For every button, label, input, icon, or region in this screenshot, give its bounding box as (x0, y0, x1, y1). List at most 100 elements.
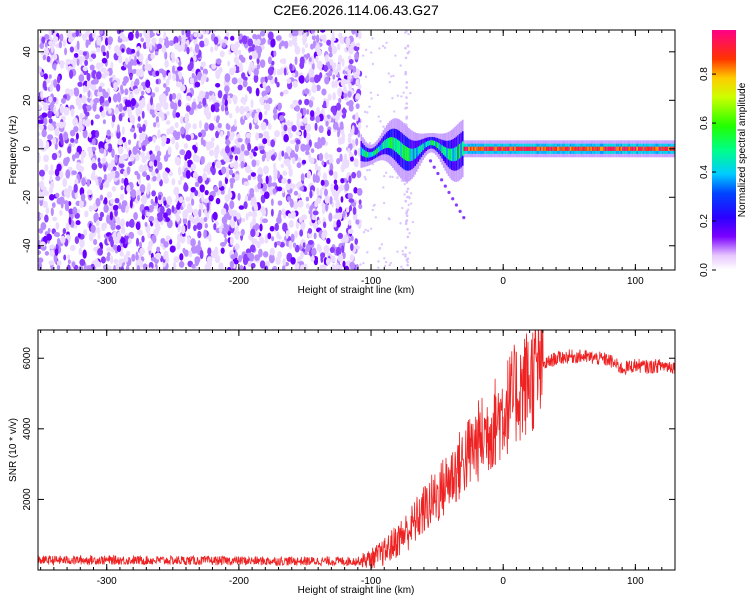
heatmap-cell (140, 37, 145, 43)
heatmap-cell (117, 145, 124, 155)
heatmap-cell (404, 106, 407, 110)
heatmap-cell (558, 146, 561, 151)
heatmap-cell (180, 175, 184, 181)
heatmap-cell (200, 61, 206, 68)
heatmap-cell (273, 168, 278, 177)
heatmap-cell (371, 208, 375, 212)
heatmap-cell (348, 151, 353, 158)
heatmap-cell (107, 162, 112, 171)
heatmap-cell (178, 72, 183, 80)
heatmap-cell (62, 227, 67, 235)
heatmap-cell (96, 36, 100, 46)
heatmap-cell (250, 99, 254, 109)
y-tick-label: 0 (22, 146, 33, 152)
heatmap-cell (315, 84, 321, 92)
heatmap-cell (331, 189, 337, 197)
heatmap-cell (97, 233, 101, 240)
heatmap-cell (305, 150, 310, 156)
heatmap-cell (79, 238, 85, 248)
heatmap-cell (229, 236, 234, 246)
heatmap-cell (77, 233, 82, 238)
heatmap-cell (405, 86, 408, 89)
heatmap-cell (175, 192, 179, 203)
heatmap-cell (249, 244, 256, 253)
heatmap-cell (43, 103, 49, 112)
heatmap-cell (224, 237, 228, 245)
heatmap-cell (203, 198, 210, 204)
heatmap-cell (291, 72, 296, 78)
heatmap-cell (317, 136, 321, 145)
heatmap-cell (110, 255, 114, 265)
heatmap-cell (75, 30, 80, 37)
heatmap-cell (496, 146, 499, 151)
heatmap-cell (129, 73, 133, 81)
heatmap-cell (103, 164, 107, 172)
heatmap-cell (137, 195, 140, 202)
heatmap-cell (220, 104, 225, 112)
heatmap-cell (41, 129, 47, 138)
heatmap-cell (120, 218, 126, 227)
heatmap-cell (94, 258, 100, 268)
heatmap-cell (224, 140, 231, 145)
heatmap-cell (650, 146, 653, 151)
heatmap-cell (248, 122, 252, 130)
heatmap-cell (258, 145, 265, 151)
heatmap-cell (103, 204, 109, 213)
heatmap-cell (146, 174, 151, 181)
heatmap-cell (405, 30, 408, 33)
heatmap-cell (599, 146, 602, 151)
heatmap-cell (392, 137, 394, 150)
heatmap-cell (487, 146, 489, 151)
heatmap-cell (252, 216, 257, 226)
heatmap-cell (225, 31, 230, 37)
heatmap-cell (284, 158, 291, 167)
heatmap-cell (290, 183, 296, 190)
heatmap-cell (253, 239, 257, 245)
heatmap-cell (615, 146, 618, 151)
heatmap-cell (110, 61, 114, 71)
heatmap-cell (286, 78, 292, 84)
heatmap-cell (285, 230, 289, 239)
heatmap-cell (117, 138, 123, 146)
heatmap-cell (317, 170, 321, 177)
heatmap-cell (341, 245, 345, 254)
heatmap-cell (141, 171, 148, 178)
heatmap-cell (213, 36, 219, 45)
heatmap-cell (302, 116, 308, 124)
heatmap-cell (323, 64, 329, 72)
heatmap-cell (111, 186, 117, 192)
heatmap-cell (228, 112, 233, 119)
heatmap-cell (348, 198, 355, 203)
heatmap-cell (293, 190, 299, 196)
heatmap-cell (404, 56, 408, 60)
heatmap-cell (408, 232, 411, 235)
heatmap-cell (400, 265, 403, 269)
heatmap-cell (337, 43, 341, 51)
heatmap-cell (625, 146, 627, 151)
heatmap-cell (100, 44, 106, 54)
heatmap-cell (323, 100, 327, 108)
heatmap-cell (303, 186, 307, 192)
heatmap-cell (328, 212, 333, 222)
heatmap-cell (609, 146, 612, 151)
heatmap-cell (38, 140, 44, 149)
heatmap-cell (191, 72, 195, 79)
heatmap-cell (157, 215, 163, 222)
heatmap-cell (297, 157, 302, 163)
heatmap-cell (286, 120, 291, 127)
heatmap-cell (404, 199, 408, 203)
heatmap-cell (379, 144, 382, 152)
heatmap-cell (305, 123, 312, 133)
heatmap-cell (304, 98, 310, 106)
heatmap-cell (401, 206, 404, 210)
heatmap-cell (642, 146, 645, 151)
heatmap-cell (384, 140, 386, 149)
heatmap-cell (280, 66, 284, 76)
heatmap-cell (220, 241, 226, 247)
heatmap-cell (153, 121, 157, 128)
heatmap-cell (263, 191, 270, 200)
heatmap-cell (115, 216, 121, 224)
heatmap-cell (116, 129, 121, 139)
heatmap-cell (226, 81, 231, 87)
heatmap-cell (320, 30, 326, 33)
